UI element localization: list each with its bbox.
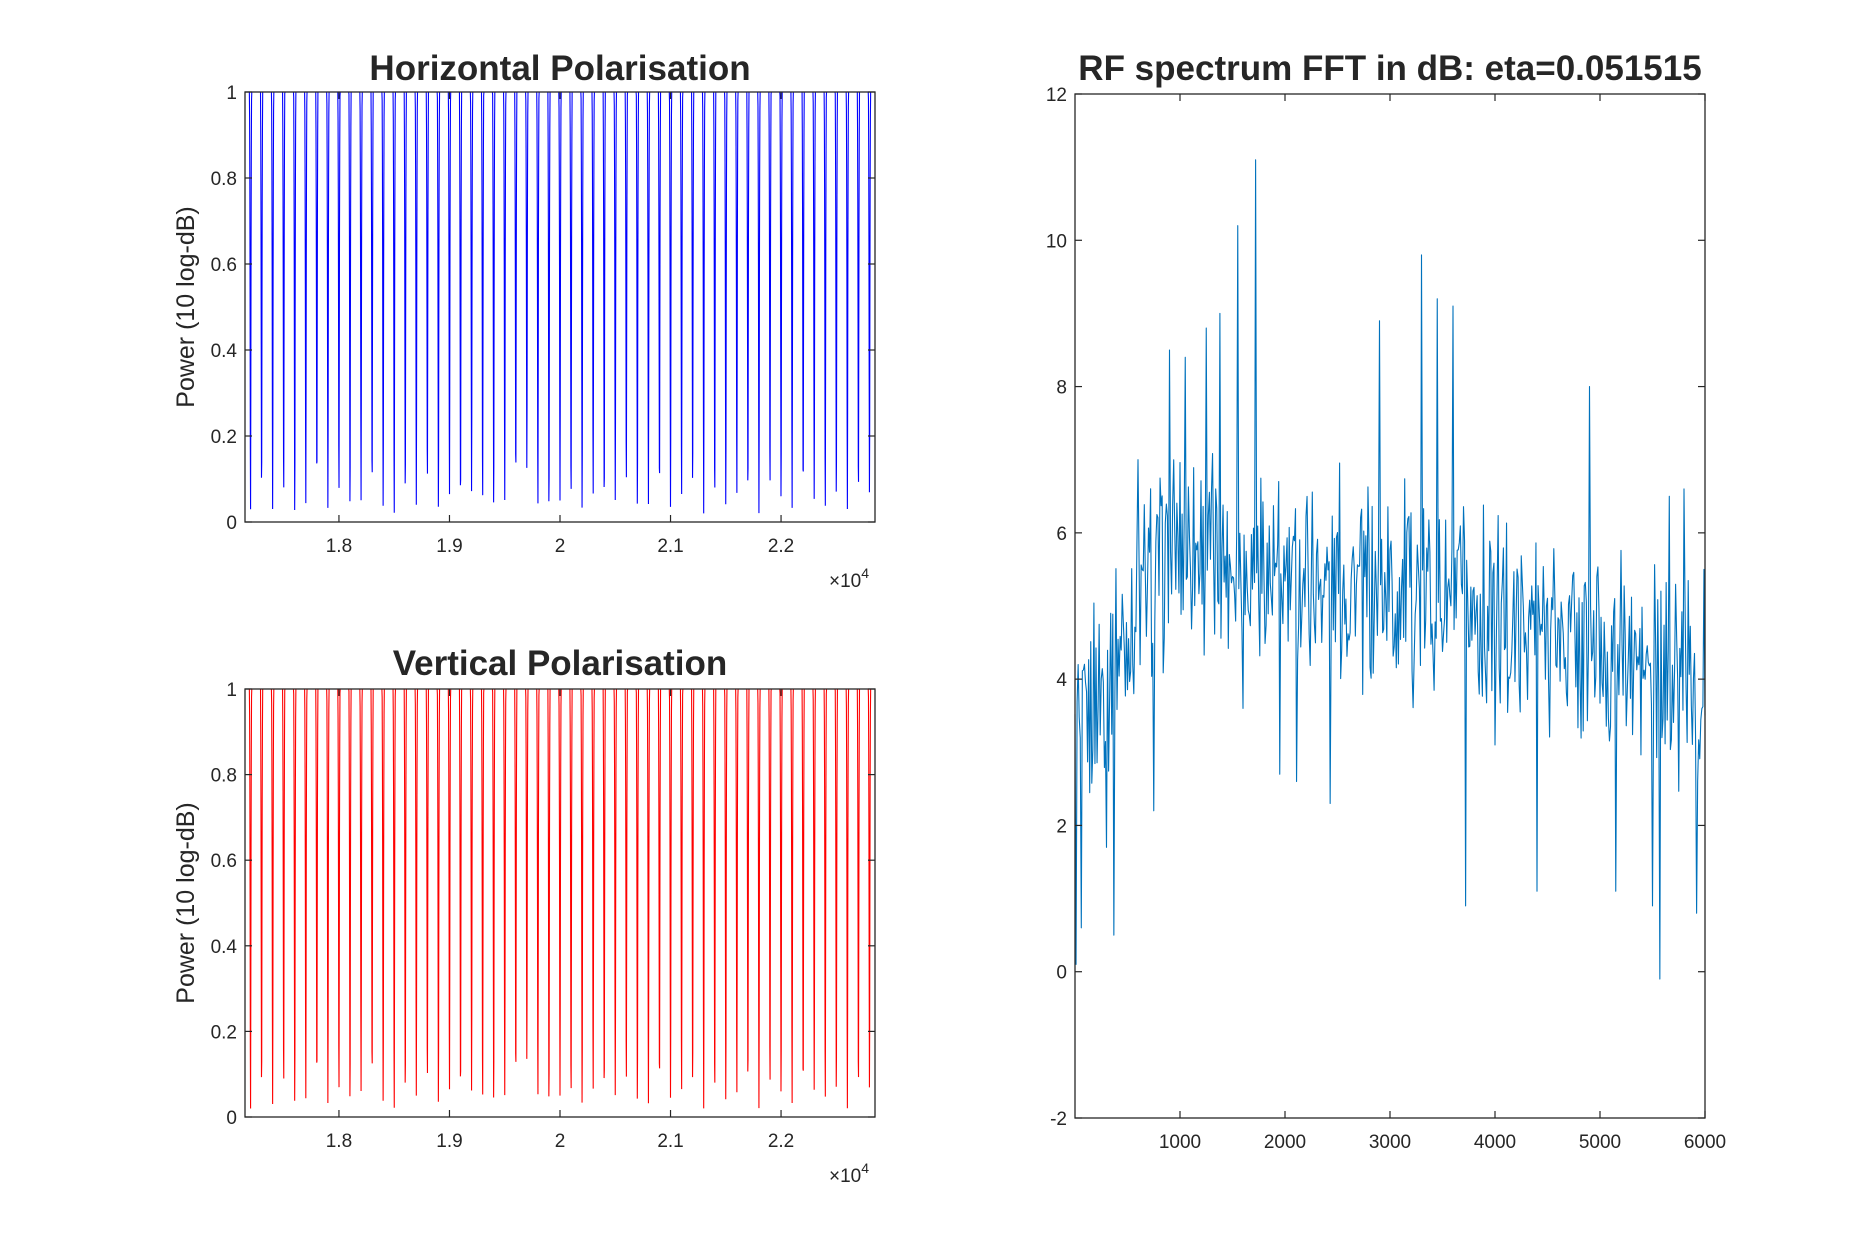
rf-y-tick-label: 0 xyxy=(1056,963,1067,984)
rf-x-tick-label: 3000 xyxy=(1369,1132,1411,1153)
rf-y-tick-label: -2 xyxy=(1050,1109,1067,1130)
v-x-tick-label: 1.9 xyxy=(436,1131,462,1152)
rf-x-tick-label: 2000 xyxy=(1264,1132,1306,1153)
rf-y-tick-label: 4 xyxy=(1056,670,1067,691)
v-y-tick-label: 0 xyxy=(226,1108,237,1129)
rf-ticks: 1000 2000 3000 4000 5000 6000 -2 0 2 4 6 8 10 12 xyxy=(1046,85,1726,1153)
h-power-curve xyxy=(245,91,875,514)
vertical-y-axis-label: Power (10 log-dB) xyxy=(172,802,200,1003)
rf-spectrum-line xyxy=(1074,159,1706,980)
h-y-tick-label: 0.4 xyxy=(211,341,238,362)
rf-x-tick-label: 5000 xyxy=(1579,1132,1621,1153)
horizontal-y-axis-label: Power (10 log-dB) xyxy=(172,206,200,407)
vertical-x-exponent: ×104 xyxy=(829,1160,869,1187)
rf-chart-title: RF spectrum FFT in dB: eta=0.051515 xyxy=(1078,49,1701,88)
horizontal-ticks: 1.8 1.9 2 2.1 2.2 0 0.2 0.4 0.6 0.8 1 xyxy=(211,83,875,557)
horizontal-x-exponent-power: 4 xyxy=(861,565,869,581)
rf-y-tick-label: 10 xyxy=(1046,231,1067,252)
h-y-tick-label: 0.6 xyxy=(211,255,237,276)
h-y-tick-label: 1 xyxy=(226,83,237,104)
h-x-tick-label: 1.9 xyxy=(436,536,462,557)
rf-plot-area xyxy=(1075,94,1705,1118)
rf-spectrum-panel: 1000 2000 3000 4000 5000 6000 -2 0 2 4 6 8 10 12 RF s… xyxy=(1046,49,1726,1153)
v-x-tick-label: 2 xyxy=(555,1131,566,1152)
horizontal-x-exponent: ×104 xyxy=(829,565,869,592)
vertical-polarisation-panel: 1.8 1.9 2 2.1 2.2 0 0.2 0.4 0.6 0.8 1 Vertical Pol… xyxy=(172,644,876,1187)
h-y-tick-label: 0 xyxy=(226,513,237,534)
vertical-chart-title: Vertical Polarisation xyxy=(393,644,728,683)
rf-y-tick-label: 8 xyxy=(1056,378,1067,399)
vertical-x-exponent-power: 4 xyxy=(861,1160,869,1176)
rf-curve-layer xyxy=(1074,159,1706,980)
horizontal-curve-layer xyxy=(245,91,875,514)
v-y-tick-label: 1 xyxy=(226,680,237,701)
v-power-curve xyxy=(245,688,875,1109)
vertical-ticks: 1.8 1.9 2 2.1 2.2 0 0.2 0.4 0.6 0.8 1 xyxy=(211,680,875,1152)
h-y-tick-label: 0.2 xyxy=(211,427,237,448)
v-x-tick-label: 2.2 xyxy=(768,1131,794,1152)
vertical-x-exponent-base: ×10 xyxy=(829,1166,861,1187)
h-x-tick-label: 2.2 xyxy=(768,536,794,557)
horizontal-chart-title: Horizontal Polarisation xyxy=(369,49,750,88)
v-y-tick-label: 0.8 xyxy=(211,766,237,787)
v-x-tick-label: 2.1 xyxy=(657,1131,683,1152)
horizontal-polarisation-panel: 1.8 1.9 2 2.1 2.2 0 0.2 0.4 0.6 0.8 1 Horizontal P… xyxy=(172,49,876,592)
v-y-tick-label: 0.2 xyxy=(211,1022,237,1043)
h-y-tick-label: 0.8 xyxy=(211,169,237,190)
h-x-tick-label: 2 xyxy=(555,536,566,557)
rf-x-tick-label: 6000 xyxy=(1684,1132,1726,1153)
horizontal-x-exponent-base: ×10 xyxy=(829,571,861,592)
vertical-curve-layer xyxy=(245,688,875,1109)
h-x-tick-label: 2.1 xyxy=(657,536,683,557)
rf-y-tick-label: 12 xyxy=(1046,85,1067,106)
v-y-tick-label: 0.6 xyxy=(211,851,237,872)
rf-x-tick-label: 4000 xyxy=(1474,1132,1516,1153)
rf-y-tick-label: 2 xyxy=(1056,816,1067,837)
v-x-tick-label: 1.8 xyxy=(326,1131,352,1152)
rf-y-tick-label: 6 xyxy=(1056,524,1067,545)
v-y-tick-label: 0.4 xyxy=(211,937,238,958)
h-x-tick-label: 1.8 xyxy=(326,536,352,557)
rf-x-tick-label: 1000 xyxy=(1159,1132,1201,1153)
